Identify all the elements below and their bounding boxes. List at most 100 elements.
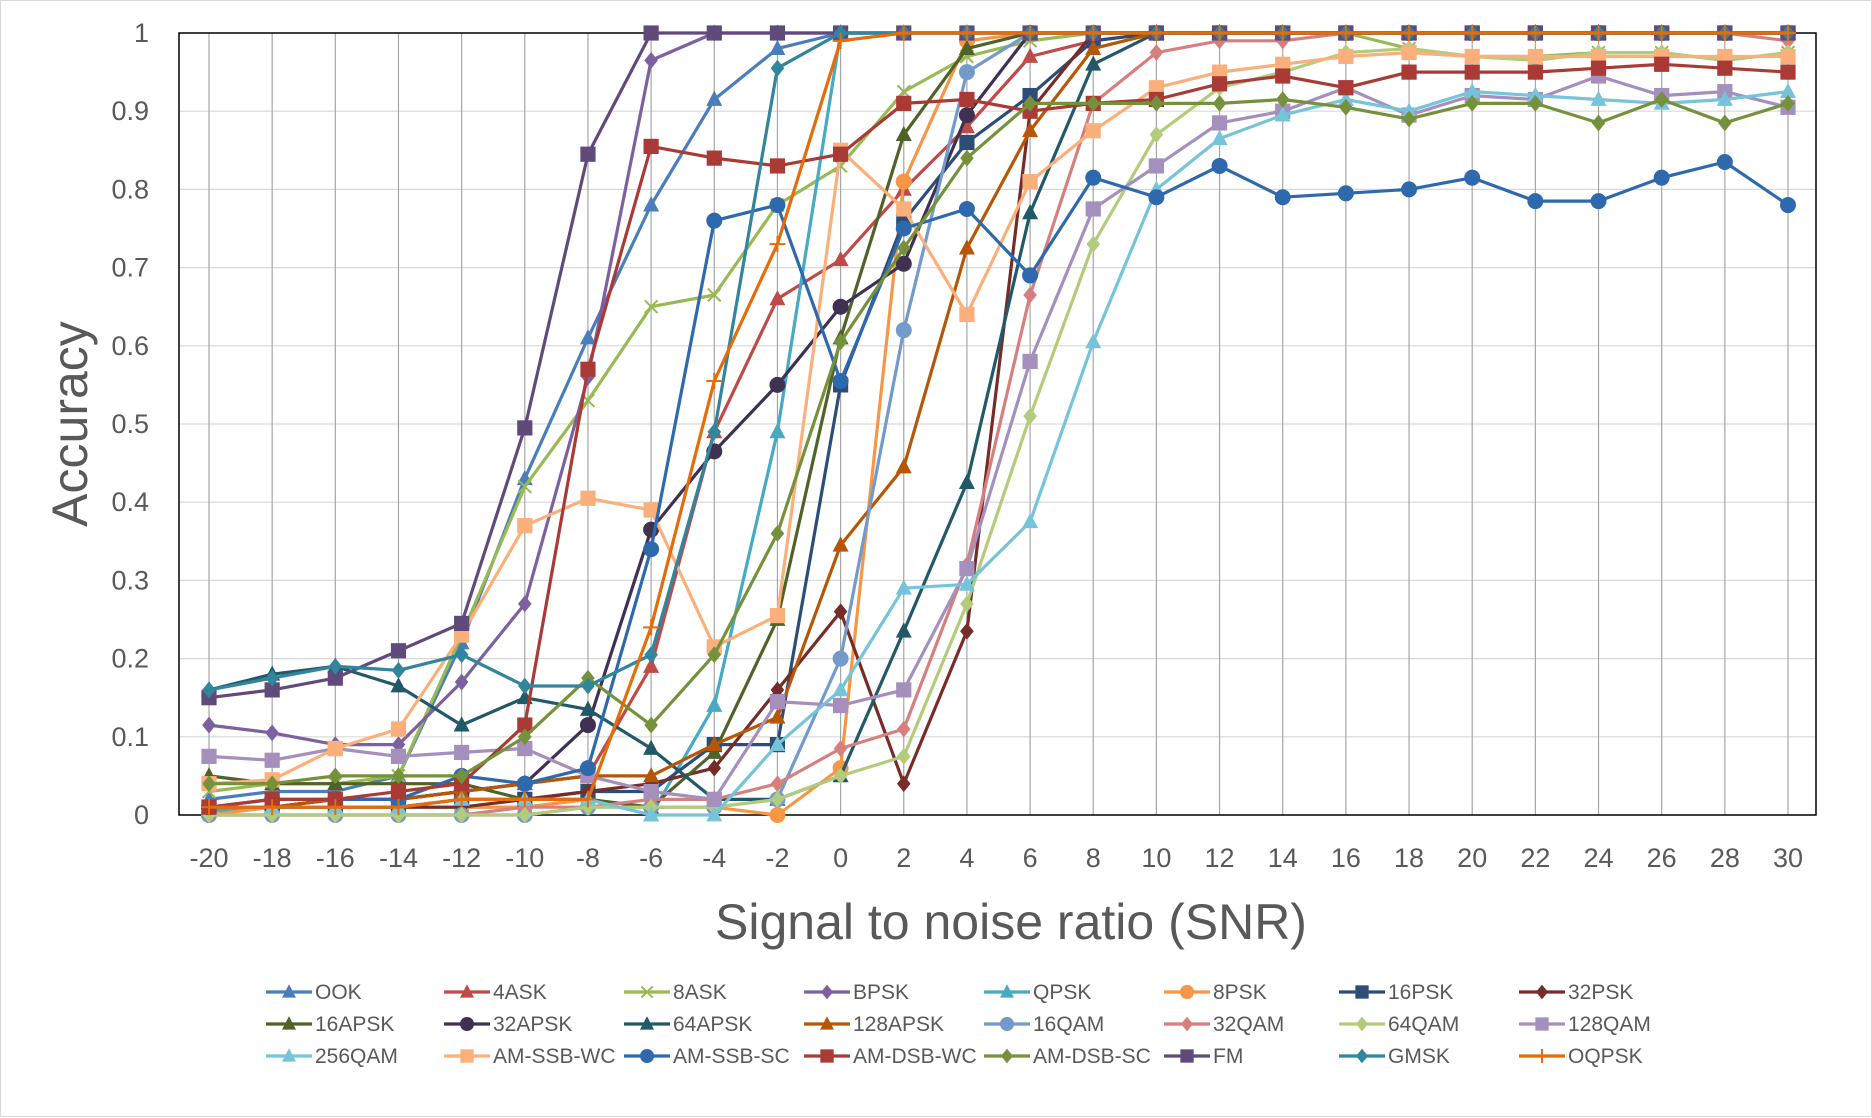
legend-marker — [1356, 1016, 1368, 1032]
data-point — [958, 118, 975, 134]
data-point — [958, 25, 975, 41]
legend-item: 4ASK — [444, 981, 547, 1004]
legend-label: 16PSK — [1388, 981, 1453, 1004]
data-point — [769, 376, 786, 393]
legend-item: AM-DSB-WC — [804, 1045, 977, 1068]
legend-item: OQPSK — [1519, 1045, 1643, 1068]
data-point — [1022, 25, 1039, 41]
data-point — [958, 239, 975, 255]
legend-marker — [282, 1048, 296, 1062]
series-am-dsb-sc — [202, 91, 1795, 793]
data-point — [896, 747, 911, 765]
data-point — [202, 716, 216, 734]
data-point — [264, 752, 280, 768]
data-point — [201, 799, 217, 816]
data-point — [895, 622, 912, 638]
legend-marker — [1356, 1048, 1368, 1064]
legend-marker — [640, 985, 654, 999]
data-point — [1085, 25, 1102, 41]
data-point — [453, 716, 470, 732]
data-point — [832, 298, 849, 315]
data-point — [1339, 98, 1353, 116]
data-point — [390, 748, 407, 764]
data-point — [959, 134, 975, 151]
data-point — [579, 717, 596, 734]
legend-label: OOK — [315, 981, 362, 1004]
data-point — [960, 622, 974, 640]
x-tick-label: 24 — [1583, 843, 1613, 873]
data-point — [644, 775, 658, 793]
legend-marker — [282, 984, 296, 998]
data-point — [1780, 64, 1796, 80]
data-point — [390, 677, 407, 693]
y-tick-label: 0.7 — [111, 253, 149, 283]
x-tick-label: -16 — [316, 843, 355, 873]
data-point — [517, 479, 532, 494]
data-point — [1274, 106, 1291, 122]
data-point — [1149, 44, 1164, 61]
data-point — [1527, 86, 1544, 102]
data-point — [958, 64, 975, 81]
series-bpsk — [202, 24, 1795, 754]
data-point — [895, 579, 912, 595]
legend-label: GMSK — [1388, 1045, 1450, 1068]
legend-item: 16APSK — [266, 1013, 394, 1036]
data-point — [1211, 76, 1228, 92]
x-axis-title: Signal to noise ratio (SNR) — [715, 894, 1307, 950]
data-point — [580, 146, 596, 162]
data-point — [454, 673, 469, 691]
x-tick-label: 14 — [1268, 843, 1298, 873]
data-point — [959, 306, 975, 323]
legend-item: 16PSK — [1339, 981, 1453, 1004]
data-point — [643, 783, 659, 800]
data-point — [959, 91, 975, 108]
data-point — [769, 39, 786, 56]
series-line — [208, 160, 1789, 809]
x-tick-label: 10 — [1141, 843, 1171, 873]
legend-label: 4ASK — [493, 981, 547, 1004]
data-point — [390, 643, 407, 659]
data-point — [960, 595, 974, 613]
data-point — [516, 791, 533, 808]
data-point — [833, 603, 848, 621]
data-point — [1149, 126, 1164, 144]
data-point — [453, 791, 470, 808]
legend-label: BPSK — [853, 981, 909, 1004]
data-point — [1590, 193, 1607, 210]
data-point — [1085, 123, 1101, 139]
data-point — [958, 473, 975, 490]
data-point — [643, 541, 660, 558]
data-point — [518, 677, 532, 695]
data-point — [706, 150, 722, 166]
data-point — [391, 661, 406, 679]
y-axis-title: Accuracy — [42, 321, 98, 527]
data-point — [1718, 114, 1732, 132]
x-tick-label: 20 — [1457, 843, 1487, 873]
data-point — [327, 799, 344, 816]
data-point — [1085, 169, 1102, 186]
data-point — [960, 149, 974, 167]
data-point — [1337, 185, 1354, 202]
data-point — [833, 740, 848, 757]
data-point — [1780, 25, 1796, 41]
legend-label: QPSK — [1033, 981, 1091, 1004]
series-oqpsk — [201, 25, 1796, 816]
legend-item: BPSK — [804, 981, 909, 1004]
data-point — [770, 525, 785, 542]
data-point — [1149, 94, 1164, 112]
data-point — [769, 807, 786, 823]
series-line — [208, 74, 1789, 802]
data-point — [202, 681, 216, 699]
data-point — [833, 333, 848, 351]
y-tick-label: 0.9 — [111, 96, 149, 126]
data-point — [1022, 47, 1039, 63]
data-point — [643, 502, 659, 518]
series-32psk — [202, 24, 1795, 816]
data-point — [1275, 68, 1291, 84]
data-point — [895, 25, 912, 41]
data-point — [390, 799, 407, 816]
y-tick-label: 0.3 — [111, 565, 149, 595]
series-line — [208, 50, 1788, 786]
data-point — [1023, 407, 1037, 425]
data-point — [769, 735, 786, 752]
